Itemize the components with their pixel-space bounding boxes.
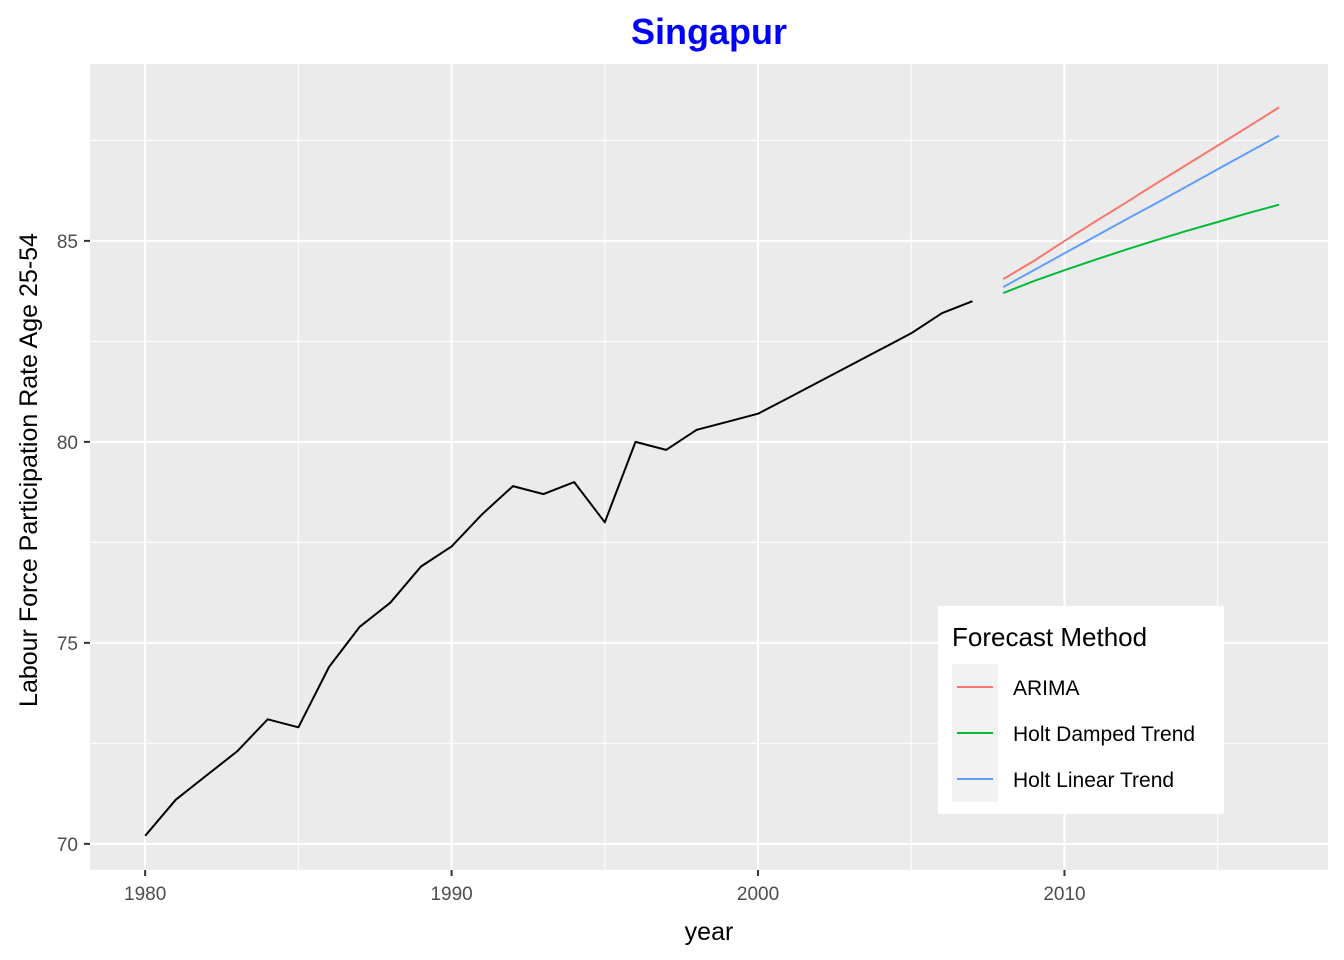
y-tick-label: 85: [57, 232, 78, 253]
y-axis: 70 75 80 85: [57, 232, 90, 856]
series-line-holt-linear-trend: [1002, 134, 1280, 288]
y-tick-label: 80: [57, 433, 78, 454]
x-axis: 1980 1990 2000 2010: [124, 870, 1086, 905]
series-line-arima: [1002, 106, 1280, 280]
y-tick-label: 75: [57, 634, 78, 655]
minor-gridlines: [90, 64, 1328, 870]
legend: Forecast Method ARIMA Holt Damped Trend Ho…: [938, 606, 1224, 814]
historical-series-line: [144, 300, 973, 837]
x-tick-label: 2000: [737, 884, 779, 905]
series-layer: [144, 106, 1280, 837]
y-axis-title: Labour Force Participation Rate Age 25-5…: [15, 233, 43, 707]
x-tick-label: 2010: [1043, 884, 1085, 905]
x-tick-label: 1980: [124, 884, 166, 905]
legend-label-holt-linear-trend: Holt Linear Trend: [1013, 769, 1174, 792]
legend-title: Forecast Method: [952, 622, 1147, 652]
x-tick-label: 1990: [430, 884, 472, 905]
x-axis-title: year: [685, 918, 734, 946]
legend-label-arima: ARIMA: [1013, 677, 1080, 700]
y-tick-label: 70: [57, 835, 78, 856]
chart-title: Singapur: [631, 11, 787, 52]
series-line-holt-damped-trend: [1002, 203, 1280, 295]
legend-label-holt-damped-trend: Holt Damped Trend: [1013, 723, 1195, 746]
major-gridlines: [90, 64, 1328, 870]
